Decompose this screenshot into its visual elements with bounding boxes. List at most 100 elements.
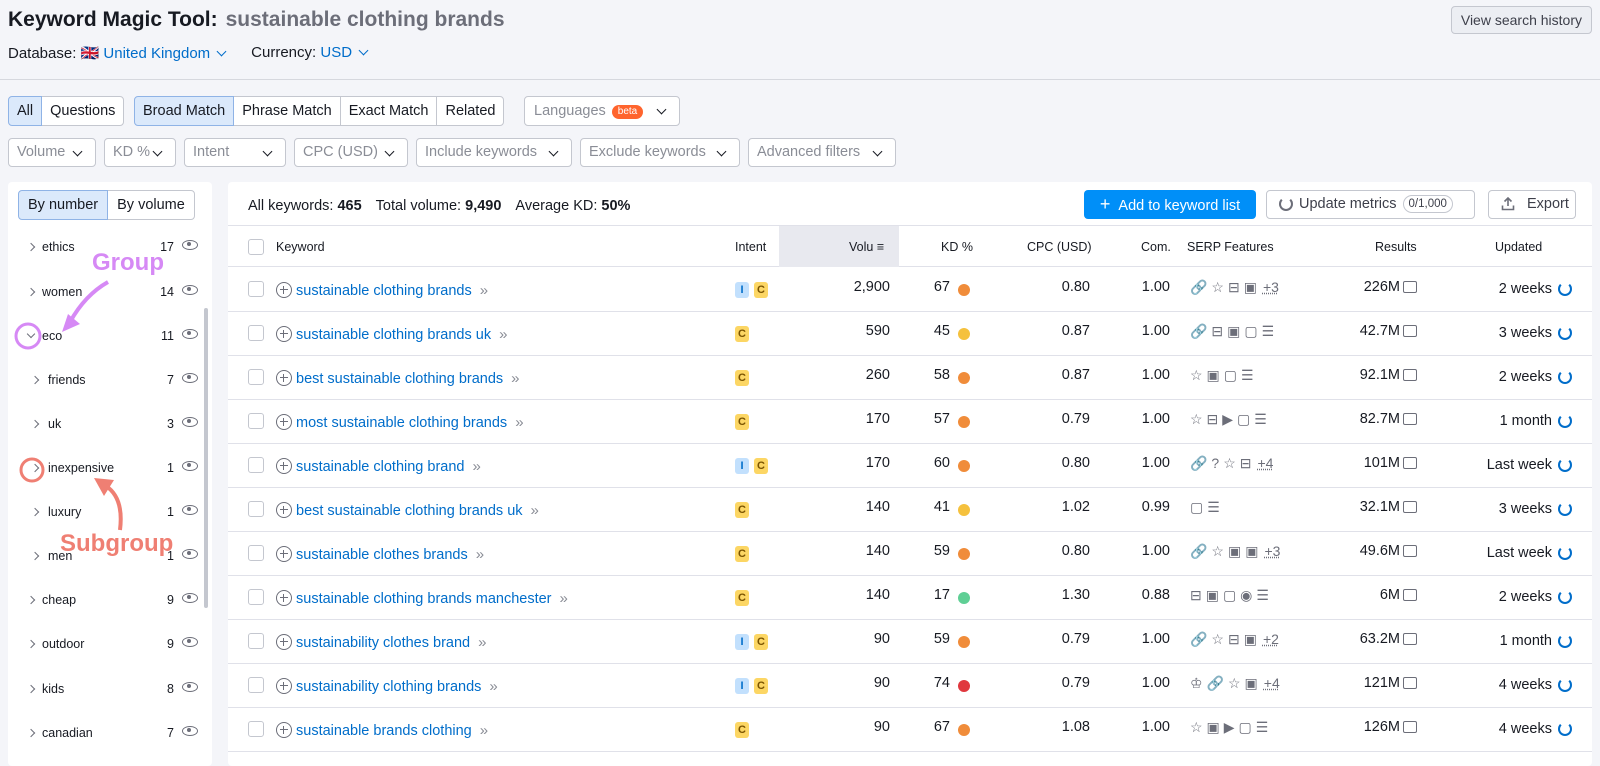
results-value[interactable]: 126M bbox=[1364, 719, 1417, 735]
keyword-text[interactable]: sustainability clothes brand bbox=[296, 635, 471, 651]
filter-volume[interactable]: Volume bbox=[8, 138, 96, 167]
refresh-icon[interactable] bbox=[1558, 678, 1572, 692]
keyword-link[interactable]: sustainable clothing brand » bbox=[276, 455, 481, 475]
keyword-link[interactable]: best sustainable clothing brands » bbox=[276, 367, 520, 387]
serp-features[interactable]: ☆▣▢☰ bbox=[1190, 367, 1260, 384]
keyword-text[interactable]: best sustainable clothing brands uk bbox=[296, 503, 523, 519]
tab-phrase-match[interactable]: Phrase Match bbox=[233, 96, 341, 126]
refresh-icon[interactable] bbox=[1558, 282, 1572, 296]
double-chevron-icon[interactable]: » bbox=[479, 282, 489, 299]
group-item[interactable]: outdoor 9 bbox=[8, 631, 204, 676]
row-checkbox[interactable] bbox=[248, 545, 264, 561]
keyword-link[interactable]: most sustainable clothing brands » bbox=[276, 411, 524, 431]
table-row[interactable]: sustainable brands clothing » C 90 67 1.08 1.0… bbox=[228, 707, 1592, 752]
filter-kd[interactable]: KD % bbox=[104, 138, 176, 167]
filter-cpc[interactable]: CPC (USD) bbox=[294, 138, 408, 167]
serp-preview-icon[interactable] bbox=[1403, 501, 1417, 513]
double-chevron-icon[interactable]: » bbox=[559, 590, 568, 607]
database-selector[interactable]: Database: 🇬🇧 United Kingdom bbox=[8, 44, 227, 62]
tab-related[interactable]: Related bbox=[436, 96, 505, 126]
group-item[interactable]: women 14 bbox=[8, 279, 204, 324]
col-com[interactable]: Com. bbox=[1141, 240, 1171, 254]
add-plus-icon[interactable] bbox=[276, 634, 292, 650]
serp-features[interactable]: 🔗☆▣▣ +3 bbox=[1190, 543, 1280, 560]
refresh-icon[interactable] bbox=[1558, 546, 1572, 560]
col-updated[interactable]: Updated bbox=[1495, 240, 1543, 254]
eye-icon[interactable] bbox=[182, 505, 198, 515]
double-chevron-icon[interactable]: » bbox=[515, 414, 524, 431]
results-value[interactable]: 101M bbox=[1364, 455, 1417, 471]
results-value[interactable]: 32.1M bbox=[1360, 499, 1417, 515]
serp-features[interactable]: 🔗?☆⊟ +4 bbox=[1190, 455, 1273, 472]
double-chevron-icon[interactable]: » bbox=[478, 634, 487, 651]
results-value[interactable]: 226M bbox=[1364, 279, 1417, 295]
eye-icon[interactable] bbox=[182, 726, 198, 736]
filter-exclude-keywords[interactable]: Exclude keywords bbox=[580, 138, 740, 167]
row-checkbox[interactable] bbox=[248, 457, 264, 473]
table-row[interactable]: best sustainable clothing brands uk » C 140… bbox=[228, 487, 1592, 532]
double-chevron-icon[interactable]: » bbox=[511, 370, 520, 387]
refresh-icon[interactable] bbox=[1558, 414, 1572, 428]
add-plus-icon[interactable] bbox=[276, 678, 292, 694]
keyword-text[interactable]: sustainable clothes brands bbox=[296, 547, 468, 563]
double-chevron-icon[interactable]: » bbox=[499, 326, 508, 343]
chevron-right-icon[interactable] bbox=[26, 595, 36, 605]
sort-by-volume-button[interactable]: By volume bbox=[107, 190, 195, 220]
double-chevron-icon[interactable]: » bbox=[475, 546, 485, 563]
col-keyword[interactable]: Keyword bbox=[276, 240, 325, 254]
col-cpc[interactable]: CPC (USD) bbox=[1027, 240, 1092, 254]
keyword-link[interactable]: sustainability clothes brand » bbox=[276, 631, 486, 651]
add-plus-icon[interactable] bbox=[276, 326, 292, 342]
row-checkbox[interactable] bbox=[248, 325, 264, 341]
sort-by-number-button[interactable]: By number bbox=[18, 190, 109, 220]
results-value[interactable]: 121M bbox=[1364, 675, 1417, 691]
subgroup-item[interactable]: uk 3 bbox=[8, 411, 204, 456]
table-row[interactable]: best sustainable clothing brands » C 260 58 0… bbox=[228, 355, 1592, 400]
serp-features[interactable]: ♔🔗☆▣ +4 bbox=[1190, 675, 1280, 692]
update-metrics-button[interactable]: Update metrics 0/1,000 bbox=[1266, 190, 1475, 219]
keyword-text[interactable]: best sustainable clothing brands bbox=[296, 371, 504, 387]
serp-more-link[interactable]: +4 bbox=[1257, 455, 1274, 471]
serp-preview-icon[interactable] bbox=[1403, 457, 1417, 469]
eye-icon[interactable] bbox=[182, 417, 198, 427]
eye-icon[interactable] bbox=[182, 285, 198, 295]
serp-features[interactable]: 🔗☆⊟▣ +3 bbox=[1190, 279, 1279, 296]
tab-exact-match[interactable]: Exact Match bbox=[339, 96, 438, 126]
tab-questions[interactable]: Questions bbox=[41, 96, 125, 126]
table-row[interactable]: sustainability clothing brands » I C 90 74 0.7… bbox=[228, 663, 1592, 708]
keyword-link[interactable]: sustainable clothing brands manchester » bbox=[276, 587, 568, 607]
group-item[interactable]: eco 11 bbox=[8, 323, 204, 368]
row-checkbox[interactable] bbox=[248, 369, 264, 385]
group-item[interactable]: canadian 7 bbox=[8, 720, 204, 765]
currency-value[interactable]: USD bbox=[320, 44, 353, 61]
chevron-right-icon[interactable] bbox=[26, 728, 36, 738]
serp-preview-icon[interactable] bbox=[1403, 413, 1417, 425]
col-volume[interactable]: Volu ≡ bbox=[849, 240, 884, 254]
serp-preview-icon[interactable] bbox=[1403, 677, 1417, 689]
add-plus-icon[interactable] bbox=[276, 502, 292, 518]
table-row[interactable]: sustainable clothing brand » I C 170 60 0.80 1.… bbox=[228, 443, 1592, 488]
double-chevron-icon[interactable]: » bbox=[530, 502, 539, 519]
table-row[interactable]: sustainable clothing brands » I C 2,900 67 0.8… bbox=[228, 267, 1592, 312]
eye-icon[interactable] bbox=[182, 373, 198, 383]
keyword-text[interactable]: sustainable clothing brands manchester bbox=[296, 591, 552, 607]
results-value[interactable]: 63.2M bbox=[1360, 631, 1417, 647]
results-value[interactable]: 6M bbox=[1380, 587, 1417, 603]
serp-more-link[interactable]: +3 bbox=[1262, 279, 1279, 295]
keyword-link[interactable]: best sustainable clothing brands uk » bbox=[276, 499, 539, 519]
serp-preview-icon[interactable] bbox=[1403, 721, 1417, 733]
keyword-text[interactable]: most sustainable clothing brands bbox=[296, 415, 508, 431]
subgroup-item[interactable]: friends 7 bbox=[8, 367, 204, 412]
serp-features[interactable]: 🔗⊟▣▢☰ bbox=[1190, 323, 1280, 340]
refresh-icon[interactable] bbox=[1558, 370, 1572, 384]
double-chevron-icon[interactable]: » bbox=[489, 678, 498, 695]
serp-features[interactable]: ☆⊟▶▢☰ bbox=[1190, 411, 1273, 428]
eye-icon[interactable] bbox=[182, 682, 198, 692]
col-kd[interactable]: KD % bbox=[941, 240, 973, 254]
double-chevron-icon[interactable]: » bbox=[479, 722, 489, 739]
serp-preview-icon[interactable] bbox=[1403, 281, 1417, 293]
currency-selector[interactable]: Currency: USD bbox=[251, 44, 369, 62]
eye-icon[interactable] bbox=[182, 329, 198, 339]
group-item[interactable]: kids 8 bbox=[8, 676, 204, 721]
add-plus-icon[interactable] bbox=[276, 546, 292, 562]
